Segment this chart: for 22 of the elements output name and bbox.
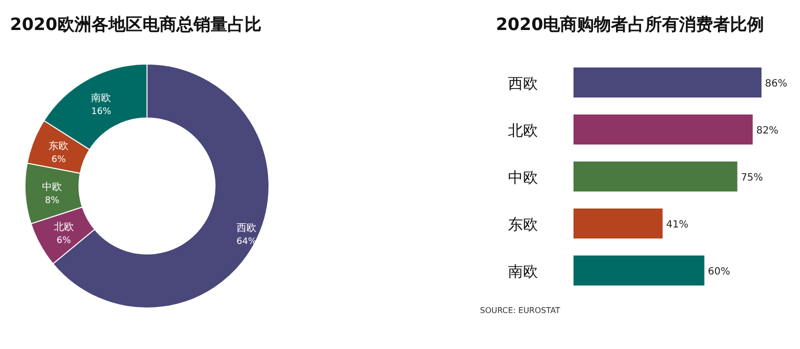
data-label: 75% xyxy=(740,172,764,184)
y-tick-label: 东欧 xyxy=(508,216,538,234)
data-label: 6% xyxy=(56,236,72,246)
data-label: 60% xyxy=(708,266,730,278)
source-note: SOURCE: EUROSTAT xyxy=(480,306,560,315)
slice-label: 东欧 xyxy=(48,140,69,152)
slice-label: 西欧 xyxy=(236,222,257,234)
data-label: 41% xyxy=(666,220,688,230)
chart-title: 2020欧洲各地区电商总销量占比 xyxy=(10,15,262,35)
y-tick-label: 南欧 xyxy=(508,262,538,280)
chart-title: 2020电商购物者占所有消费者比例 xyxy=(496,15,764,35)
slice-label: 北欧 xyxy=(54,220,74,233)
y-tick-label: 西欧 xyxy=(508,74,538,92)
y-tick-label: 北欧 xyxy=(508,122,538,140)
y-tick-label: 中欧 xyxy=(508,168,538,186)
data-label: 82% xyxy=(756,126,778,136)
slice-label: 中欧 xyxy=(42,180,62,193)
slice-label: 南欧 xyxy=(91,92,112,104)
data-label: 86% xyxy=(765,78,788,90)
data-label: 16% xyxy=(91,106,112,117)
data-label: 8% xyxy=(45,196,60,206)
data-label: 6% xyxy=(52,155,66,166)
